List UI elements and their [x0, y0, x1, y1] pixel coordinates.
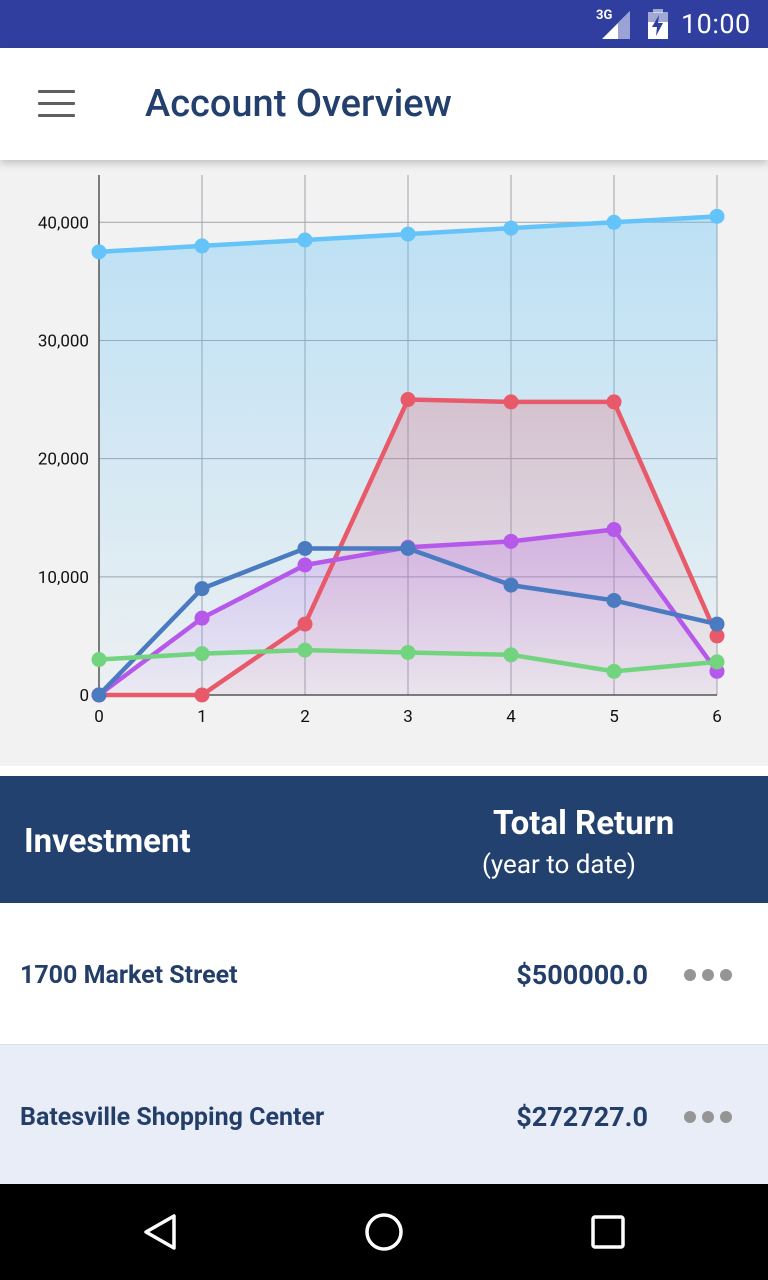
data-point-series-3: [194, 581, 210, 597]
data-point-series-4: [91, 652, 107, 668]
page-title: Account Overview: [145, 82, 452, 126]
data-point-series-1: [606, 394, 622, 410]
signal-icon: [602, 11, 630, 39]
data-point-series-3: [400, 540, 416, 556]
battery-charging-icon: [648, 9, 668, 39]
recents-icon[interactable]: [588, 1212, 628, 1252]
data-point-series-3: [91, 687, 107, 703]
y-tick-label: 0: [79, 686, 89, 706]
status-bar: 3G 10:00: [0, 0, 768, 48]
hamburger-menu-icon[interactable]: [38, 90, 75, 118]
status-clock: 10:00: [681, 8, 751, 40]
data-point-series-0: [503, 220, 519, 236]
data-point-series-0: [297, 232, 313, 248]
x-tick-label: 1: [197, 707, 207, 727]
data-point-series-2: [503, 533, 519, 549]
data-point-series-4: [503, 647, 519, 663]
table-row[interactable]: 1700 Market Street $500000.0: [0, 903, 768, 1045]
investment-name: Batesville Shopping Center: [20, 1103, 325, 1132]
data-point-series-3: [606, 592, 622, 608]
data-point-series-3: [709, 616, 725, 632]
total-return-value: $500000.0: [516, 959, 648, 991]
data-point-series-1: [297, 616, 313, 632]
data-point-series-1: [400, 392, 416, 408]
account-chart: 0 10,000 20,000 30,000 40,000 0 1 2 3 4 5 6: [0, 160, 768, 766]
data-point-series-3: [297, 540, 313, 556]
data-point-series-4: [709, 654, 725, 670]
x-tick-label: 2: [300, 707, 310, 727]
data-point-series-0: [606, 214, 622, 230]
back-icon[interactable]: [140, 1212, 180, 1252]
x-tick-label: 6: [712, 707, 722, 727]
x-tick-label: 3: [403, 707, 413, 727]
section-divider: [0, 766, 768, 776]
table-header: Investment Total Return (year to date): [0, 776, 768, 903]
x-tick-label: 0: [94, 707, 104, 727]
data-point-series-4: [606, 663, 622, 679]
investment-name: 1700 Market Street: [20, 961, 238, 990]
more-options-icon[interactable]: [684, 1111, 734, 1125]
data-point-series-2: [297, 557, 313, 573]
x-tick-label: 4: [506, 707, 516, 727]
home-icon[interactable]: [364, 1212, 404, 1252]
data-point-series-0: [194, 238, 210, 254]
table-row[interactable]: Batesville Shopping Center $272727.0: [0, 1045, 768, 1187]
network-type: 3G: [596, 8, 613, 23]
total-return-value: $272727.0: [516, 1101, 648, 1133]
data-point-series-4: [297, 642, 313, 658]
data-point-series-1: [709, 628, 725, 644]
y-tick-label: 40,000: [38, 213, 89, 233]
y-tick-label: 10,000: [38, 568, 89, 588]
more-options-icon[interactable]: [684, 969, 734, 983]
system-nav-bar: [0, 1184, 768, 1280]
data-point-series-4: [400, 644, 416, 660]
x-tick-label: 5: [609, 707, 619, 727]
data-point-series-4: [194, 646, 210, 662]
data-point-series-0: [91, 244, 107, 260]
line-area-chart: 0 10,000 20,000 30,000 40,000 0 1 2 3 4 5 6: [38, 175, 725, 727]
y-tick-label: 20,000: [38, 450, 89, 470]
data-point-series-1: [503, 394, 519, 410]
app-bar: Account Overview: [0, 48, 768, 160]
column-header-subtitle: (year to date): [482, 850, 636, 880]
column-header-total-return: Total Return: [493, 804, 675, 843]
data-point-series-0: [709, 208, 725, 224]
data-point-series-1: [194, 687, 210, 703]
data-point-series-2: [194, 610, 210, 626]
data-point-series-2: [606, 522, 622, 538]
data-point-series-3: [503, 577, 519, 593]
column-header-investment: Investment: [24, 822, 191, 861]
data-point-series-0: [400, 226, 416, 242]
y-tick-label: 30,000: [38, 331, 89, 351]
